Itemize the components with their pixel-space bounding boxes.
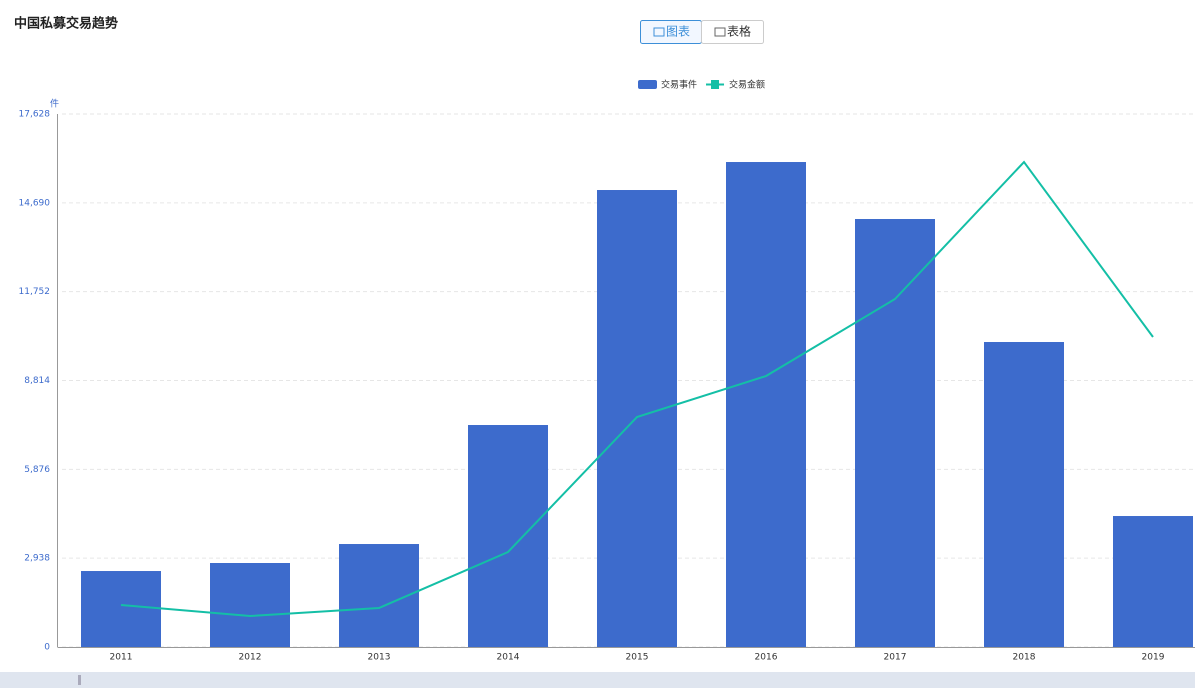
scroll-track[interactable] xyxy=(0,672,1195,688)
y-tick-label: 17,628 xyxy=(19,110,51,120)
table-view-button[interactable] xyxy=(701,20,764,44)
line xyxy=(120,160,1154,618)
legend-swatch xyxy=(638,80,657,89)
bar xyxy=(468,425,548,647)
y-tick-label: 14,690 xyxy=(19,198,51,208)
button-label: 表格 xyxy=(727,24,751,39)
bar xyxy=(597,190,677,647)
chart-title: 中国私募交易趋势 xyxy=(14,16,118,32)
x-tick-label: 2015 xyxy=(626,653,649,663)
bar xyxy=(855,219,935,647)
legend-label: 交易事件 xyxy=(661,79,697,91)
y-unit: 件 xyxy=(50,98,59,110)
x-tick-label: 2012 xyxy=(239,653,262,663)
y-tick-label: 11,752 xyxy=(19,287,51,297)
button-label: 图表 xyxy=(666,25,690,39)
scroll-handle[interactable] xyxy=(78,675,81,685)
x-tick-label: 2017 xyxy=(884,653,907,663)
x-tick-label: 2016 xyxy=(755,653,778,663)
bar xyxy=(726,162,806,647)
x-tick-label: 2011 xyxy=(110,653,133,663)
y-tick-label: 0 xyxy=(44,643,50,653)
table-icon xyxy=(714,27,726,37)
bar xyxy=(1113,516,1193,647)
chart-icon xyxy=(653,27,665,37)
bar xyxy=(984,342,1064,647)
y-tick-label: 5,876 xyxy=(24,465,50,475)
legend-swatch xyxy=(711,80,720,89)
x-tick-label: 2018 xyxy=(1013,653,1036,663)
x-tick-label: 2019 xyxy=(1142,653,1165,663)
y-tick-label: 8,814 xyxy=(24,376,50,386)
legend-label: 交易金额 xyxy=(729,79,765,91)
bar xyxy=(210,563,290,647)
x-tick-label: 2013 xyxy=(368,653,391,663)
bar xyxy=(81,571,161,647)
y-tick-label: 2,938 xyxy=(24,554,50,564)
x-tick-label: 2014 xyxy=(497,653,520,663)
